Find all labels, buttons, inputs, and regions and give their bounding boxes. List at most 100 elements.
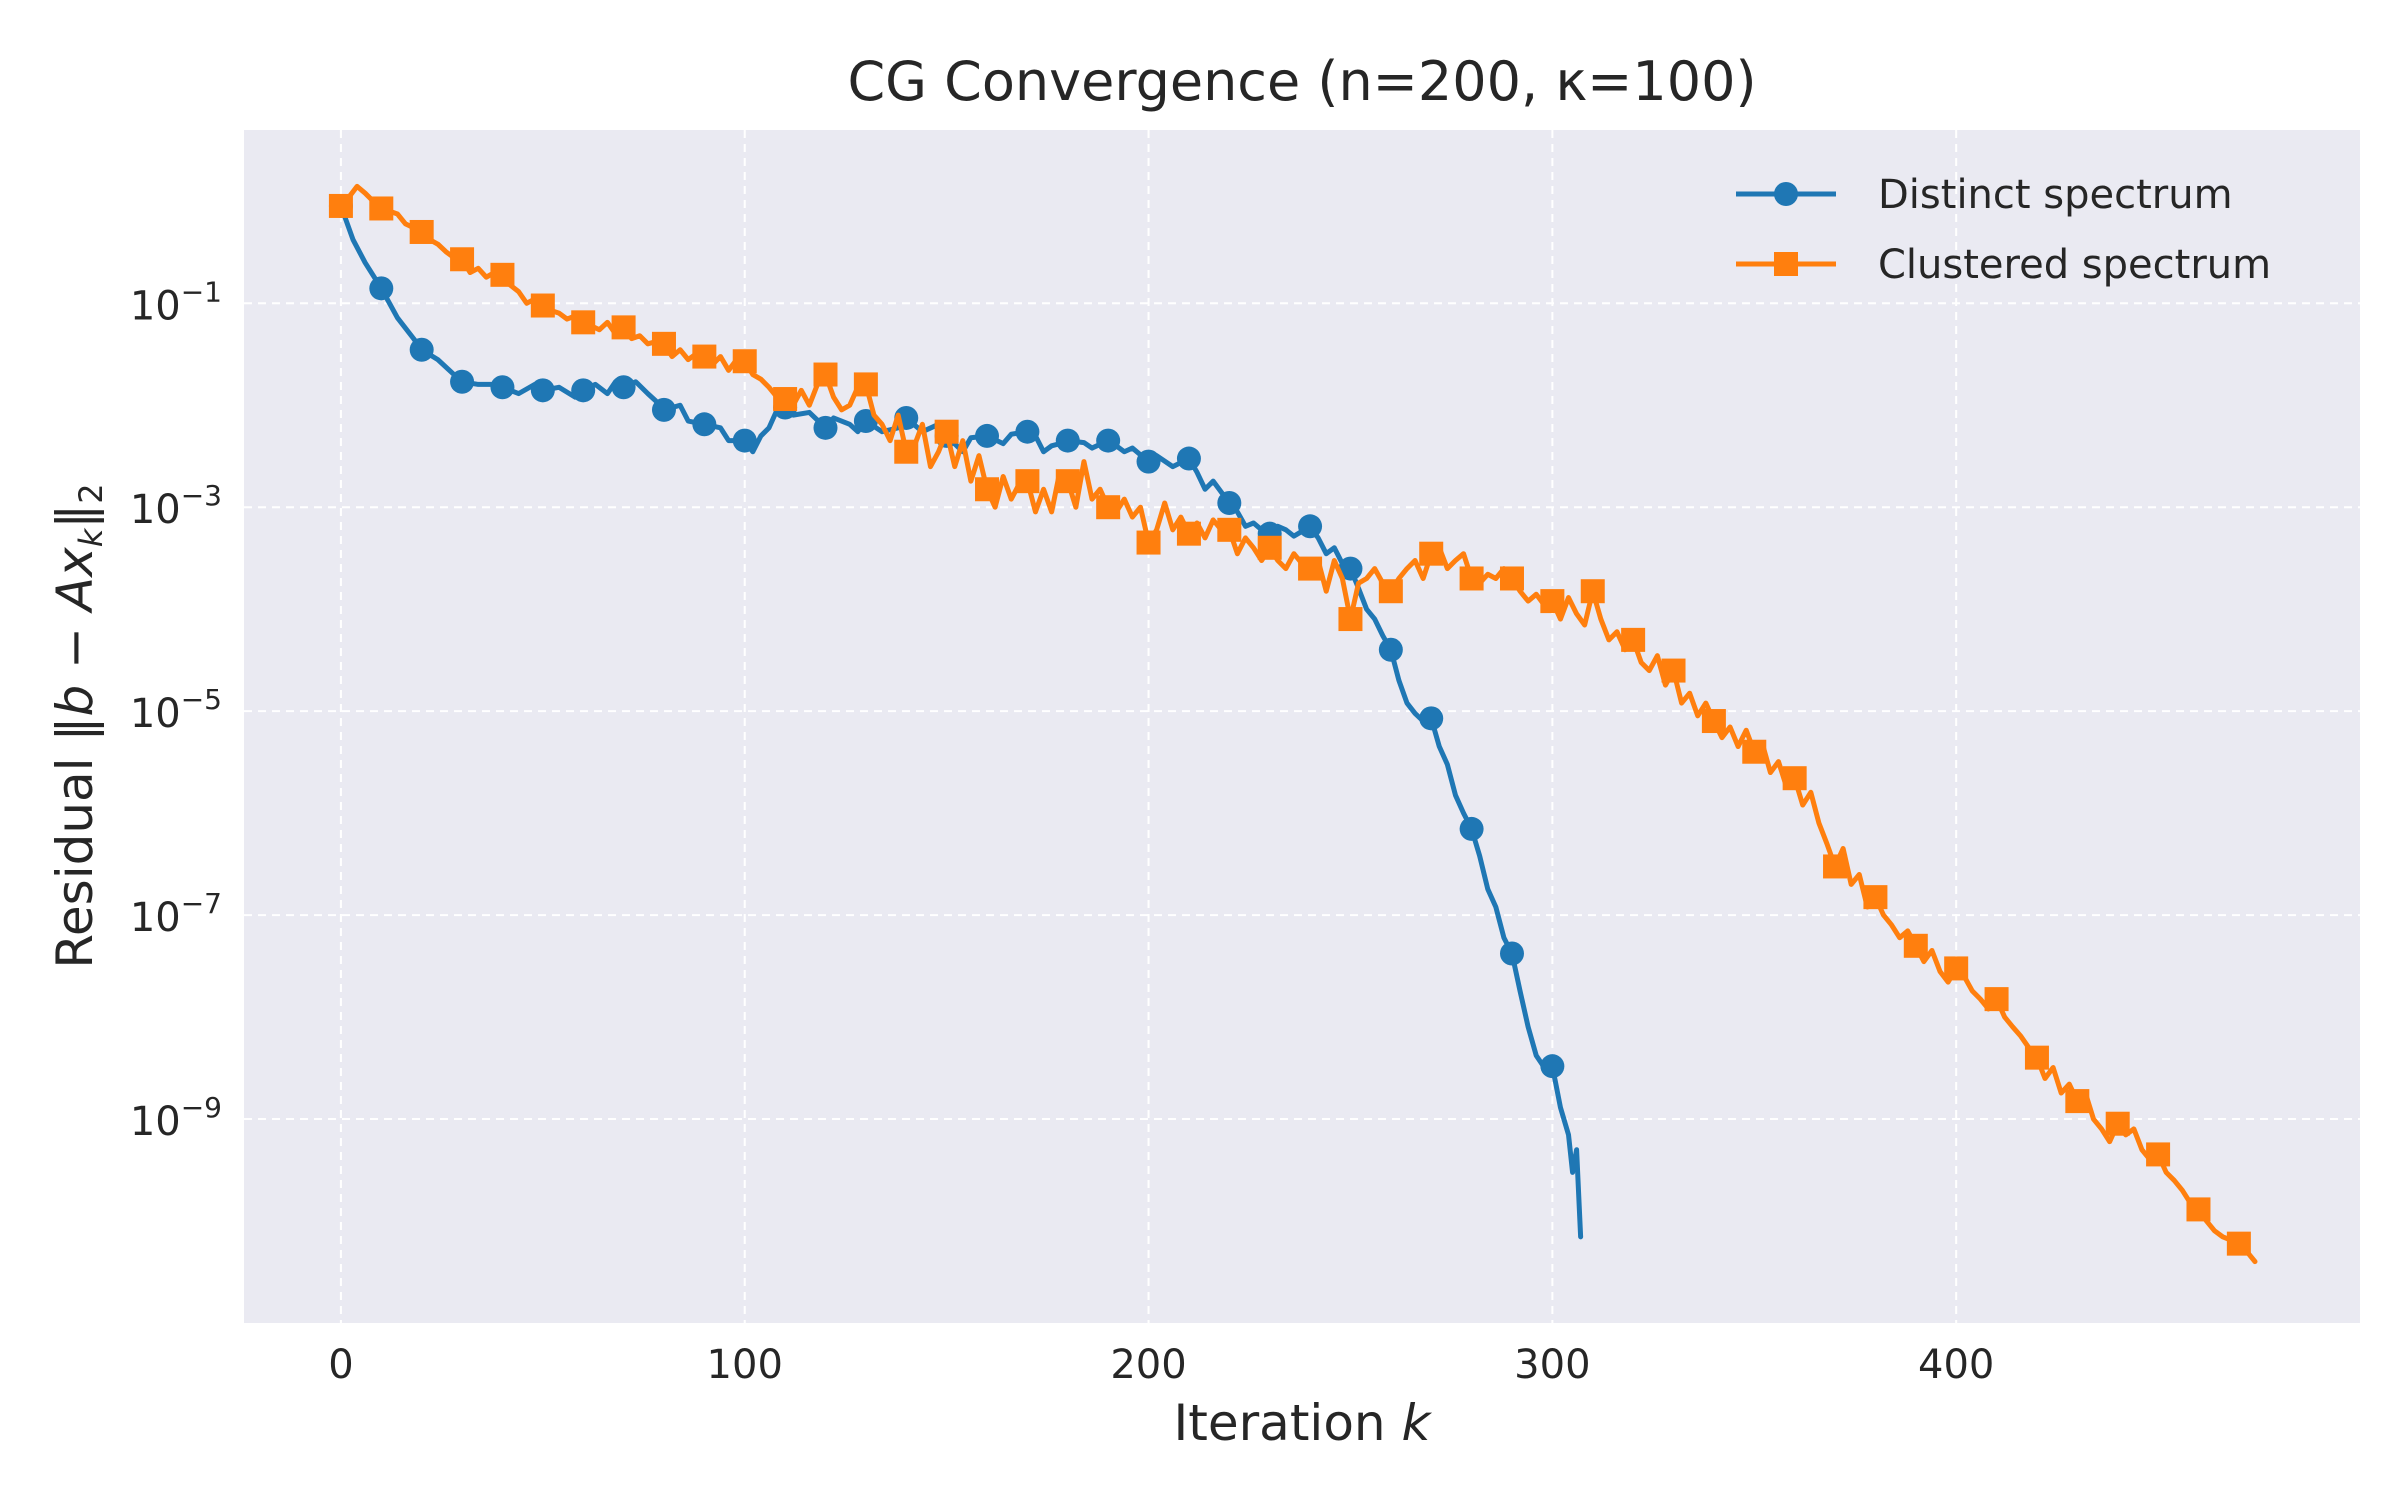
y-axis-label: Residual ‖b − Axk‖2	[46, 483, 110, 968]
data-point-distinct-spectrum	[1176, 446, 1201, 471]
data-point-clustered-spectrum	[1298, 556, 1323, 581]
data-point-distinct-spectrum	[1419, 706, 1444, 731]
data-point-distinct-spectrum	[450, 369, 475, 394]
data-point-distinct-spectrum	[692, 412, 717, 437]
y-tick-label: 10−5	[130, 683, 222, 737]
data-point-distinct-spectrum	[1217, 490, 1242, 515]
x-tick-label: 200	[1110, 1342, 1186, 1388]
data-point-clustered-spectrum	[2105, 1111, 2130, 1136]
data-point-clustered-spectrum	[1096, 495, 1121, 520]
data-point-clustered-spectrum	[1499, 566, 1524, 591]
data-point-distinct-spectrum	[530, 378, 555, 403]
data-point-clustered-spectrum	[975, 477, 1000, 502]
data-point-clustered-spectrum	[2024, 1045, 2049, 1070]
data-point-clustered-spectrum	[692, 344, 717, 369]
data-point-clustered-spectrum	[732, 349, 757, 374]
data-point-clustered-spectrum	[1257, 535, 1282, 560]
data-point-clustered-spectrum	[1742, 739, 1767, 764]
grid-x	[339, 130, 1958, 1323]
data-point-clustered-spectrum	[2186, 1197, 2211, 1222]
y-tick-label: 10−7	[130, 887, 222, 941]
data-point-clustered-spectrum	[2065, 1089, 2090, 1114]
x-tick-label: 100	[707, 1342, 783, 1388]
plot-area	[244, 130, 2360, 1323]
legend-marker-clustered	[1774, 252, 1798, 276]
data-point-clustered-spectrum	[1136, 530, 1161, 555]
data-point-clustered-spectrum	[853, 372, 878, 397]
data-point-distinct-spectrum	[1096, 428, 1121, 453]
legend-item-distinct: Distinct spectrum	[1736, 172, 2233, 218]
y-tick-label: 10−9	[130, 1091, 222, 1145]
data-point-distinct-spectrum	[611, 375, 636, 400]
y-tick-label: 10−1	[130, 275, 222, 329]
data-point-clustered-spectrum	[2226, 1231, 2251, 1256]
data-point-distinct-spectrum	[1298, 514, 1323, 539]
data-point-distinct-spectrum	[490, 375, 515, 400]
data-point-clustered-spectrum	[1823, 854, 1848, 879]
data-point-clustered-spectrum	[1984, 987, 2009, 1012]
data-point-clustered-spectrum	[1176, 521, 1201, 546]
data-point-clustered-spectrum	[1015, 469, 1040, 494]
data-point-distinct-spectrum	[813, 415, 838, 440]
data-point-distinct-spectrum	[409, 337, 434, 362]
data-point-clustered-spectrum	[1661, 658, 1686, 683]
data-point-clustered-spectrum	[1338, 607, 1363, 632]
grid-y	[244, 302, 2360, 1121]
data-point-clustered-spectrum	[894, 439, 919, 464]
data-point-distinct-spectrum	[369, 276, 394, 301]
data-point-clustered-spectrum	[813, 362, 838, 387]
data-point-clustered-spectrum	[530, 293, 555, 318]
data-point-clustered-spectrum	[1217, 517, 1242, 542]
legend-marker-distinct	[1774, 182, 1798, 206]
legend: Distinct spectrum Clustered spectrum	[1736, 172, 2271, 288]
data-point-clustered-spectrum	[409, 219, 434, 244]
data-point-distinct-spectrum	[732, 428, 757, 453]
data-point-distinct-spectrum	[1055, 428, 1080, 453]
series-clustered-spectrum	[328, 183, 2258, 1265]
data-point-clustered-spectrum	[1419, 541, 1444, 566]
y-tick-label: 10−3	[130, 479, 222, 533]
x-axis-ticks: 0 100 200 300 400	[328, 1342, 1994, 1388]
data-point-clustered-spectrum	[611, 315, 636, 340]
x-tick-label: 400	[1918, 1342, 1994, 1388]
data-point-clustered-spectrum	[571, 310, 596, 335]
data-point-clustered-spectrum	[1782, 766, 1807, 791]
data-point-distinct-spectrum	[1338, 556, 1363, 581]
data-point-clustered-spectrum	[1378, 579, 1403, 604]
series-layer	[328, 183, 2258, 1265]
data-point-distinct-spectrum	[651, 397, 676, 422]
data-point-clustered-spectrum	[1903, 933, 1928, 958]
data-point-clustered-spectrum	[1540, 589, 1565, 614]
data-point-clustered-spectrum	[369, 196, 394, 221]
legend-label-clustered: Clustered spectrum	[1878, 242, 2271, 288]
x-tick-label: 0	[328, 1342, 353, 1388]
series-distinct-spectrum	[328, 193, 1584, 1240]
data-point-clustered-spectrum	[490, 262, 515, 287]
data-point-clustered-spectrum	[328, 193, 353, 218]
data-point-distinct-spectrum	[975, 423, 1000, 448]
data-point-clustered-spectrum	[651, 331, 676, 356]
data-point-distinct-spectrum	[1540, 1054, 1565, 1079]
data-point-clustered-spectrum	[1055, 469, 1080, 494]
data-point-clustered-spectrum	[934, 419, 959, 444]
chart-title: CG Convergence (n=200, κ=100)	[847, 50, 1756, 113]
data-point-clustered-spectrum	[450, 247, 475, 272]
data-point-clustered-spectrum	[1580, 579, 1605, 604]
data-point-distinct-spectrum	[1499, 941, 1524, 966]
data-point-clustered-spectrum	[1701, 709, 1726, 734]
legend-item-clustered: Clustered spectrum	[1736, 242, 2271, 288]
data-point-distinct-spectrum	[1378, 637, 1403, 662]
data-point-clustered-spectrum	[1863, 885, 1888, 910]
data-point-distinct-spectrum	[571, 378, 596, 403]
x-tick-label: 300	[1514, 1342, 1590, 1388]
x-axis-label: Iteration k	[1174, 1394, 1433, 1452]
data-point-clustered-spectrum	[1459, 566, 1484, 591]
y-axis-ticks: 10−1 10−3 10−5 10−7 10−9	[130, 275, 222, 1145]
legend-label-distinct: Distinct spectrum	[1878, 172, 2233, 218]
data-point-clustered-spectrum	[1944, 956, 1969, 981]
data-point-clustered-spectrum	[773, 387, 798, 412]
data-point-clustered-spectrum	[2146, 1142, 2171, 1167]
data-point-distinct-spectrum	[1459, 816, 1484, 841]
data-point-distinct-spectrum	[1015, 419, 1040, 444]
